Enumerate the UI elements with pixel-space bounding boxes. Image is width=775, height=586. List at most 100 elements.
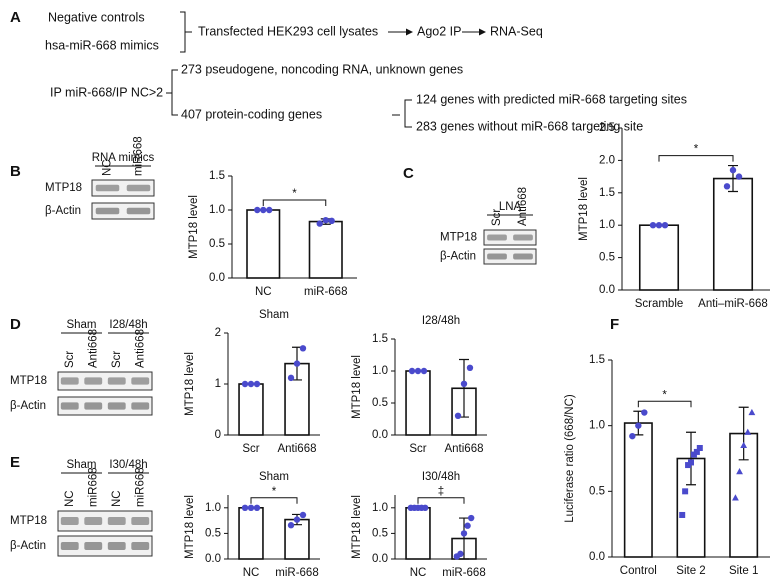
lane-label: Anti668 (134, 329, 146, 368)
x-tick-label: NC (255, 286, 272, 298)
y-tick-label: 0.0 (599, 284, 615, 296)
bar (623, 422, 653, 558)
significance-label: * (694, 144, 699, 156)
data-point (253, 504, 261, 511)
y-tick-label: 1.0 (589, 420, 605, 432)
criterion-label: IP miR-668/IP NC>2 (50, 85, 163, 99)
y-tick-label: 1.0 (209, 204, 225, 216)
bracket (166, 69, 178, 116)
data-point (735, 173, 743, 180)
data-point (299, 345, 307, 352)
subgroup-label: 124 genes with predicted miR-668 targeti… (416, 92, 687, 106)
data-point (421, 504, 429, 511)
x-tick-label: miR-668 (442, 567, 485, 579)
data-point (655, 222, 663, 229)
data-point (241, 504, 249, 511)
chart-title: I30/48h (422, 471, 460, 483)
y-tick-label: 0 (215, 429, 221, 441)
y-tick-label: 1.5 (209, 170, 225, 182)
group-label: 407 protein-coding genes (181, 107, 322, 121)
group-label: RNA mimics (92, 152, 155, 164)
blot-band (126, 207, 151, 215)
data-point (247, 504, 255, 511)
blot-band (513, 253, 533, 260)
blot-band (60, 517, 79, 525)
y-axis-label: MTP18 level (351, 495, 363, 559)
blot-band (131, 517, 150, 525)
lane-label: NC (111, 490, 123, 507)
y-axis-label: MTP18 level (351, 355, 363, 419)
bar (712, 177, 754, 291)
y-tick-label: 1.5 (372, 333, 388, 345)
blot-strip (57, 535, 153, 557)
row-label: β-Actin (10, 400, 46, 412)
group-label: I28/48h (109, 319, 147, 331)
error-bar (686, 431, 696, 486)
bar (238, 383, 264, 436)
data-point (736, 468, 743, 475)
data-point (254, 206, 261, 214)
subgroup-label: 283 genes without miR-668 targeting site (416, 119, 643, 133)
significance-label: * (662, 389, 667, 401)
y-tick-label: 0.0 (372, 429, 388, 441)
data-point (414, 367, 422, 375)
data-point (649, 222, 657, 229)
x-tick-label: NC (410, 567, 427, 579)
y-tick-label: 0.0 (372, 553, 388, 565)
panel-letter: F (610, 316, 619, 333)
y-tick-label: 1.0 (599, 219, 615, 231)
error-bar (459, 517, 469, 560)
input-label: Negative controls (48, 10, 145, 24)
blot-band (107, 402, 126, 410)
x-tick-label: miR-668 (275, 567, 318, 579)
significance-label: * (272, 486, 277, 498)
data-point (266, 206, 273, 214)
group-label: Sham (66, 459, 96, 471)
x-tick-label: Anti668 (277, 443, 316, 455)
y-axis-label: MTP18 level (184, 352, 196, 416)
data-point (260, 206, 267, 214)
bar (405, 370, 431, 436)
bracket (392, 99, 412, 128)
data-point (744, 428, 752, 435)
x-tick-label: NC (243, 567, 260, 579)
panel-letter: B (10, 163, 21, 180)
significance-label: * (292, 188, 297, 200)
y-tick-label: 0.5 (372, 397, 388, 409)
blot-strip (483, 229, 537, 246)
data-point (460, 530, 468, 537)
lane-label: Anti668 (87, 329, 99, 368)
y-tick-label: 1.0 (372, 365, 388, 377)
data-point (241, 380, 249, 388)
data-point (696, 444, 703, 451)
data-point (629, 432, 636, 440)
blot-band (84, 542, 103, 550)
data-point (287, 522, 295, 529)
y-tick-label: 1.5 (589, 354, 605, 366)
data-point (293, 360, 301, 367)
blot-strip (483, 248, 537, 265)
y-tick-label: 0.5 (209, 238, 225, 250)
x-tick-label: Anti668 (444, 443, 483, 455)
panel-letter: D (10, 316, 21, 333)
bar (638, 224, 680, 291)
data-point (682, 488, 689, 495)
data-point (732, 494, 739, 501)
bar (308, 220, 343, 279)
y-axis-label: MTP18 level (578, 177, 590, 241)
lane-label: miR668 (134, 467, 146, 507)
y-tick-label: 1.0 (205, 502, 221, 514)
blot-strip (91, 202, 155, 220)
data-point (457, 550, 464, 558)
data-point (253, 380, 261, 388)
chart-title: Sham (259, 309, 289, 321)
y-tick-label: 2 (215, 327, 221, 339)
x-tick-label: Scr (409, 443, 426, 455)
data-point (641, 409, 648, 416)
row-label: MTP18 (45, 182, 82, 194)
x-tick-label: Anti–miR-668 (698, 298, 768, 310)
y-tick-label: 1 (215, 378, 221, 390)
data-point (293, 516, 301, 523)
y-axis-label: MTP18 level (188, 195, 200, 259)
